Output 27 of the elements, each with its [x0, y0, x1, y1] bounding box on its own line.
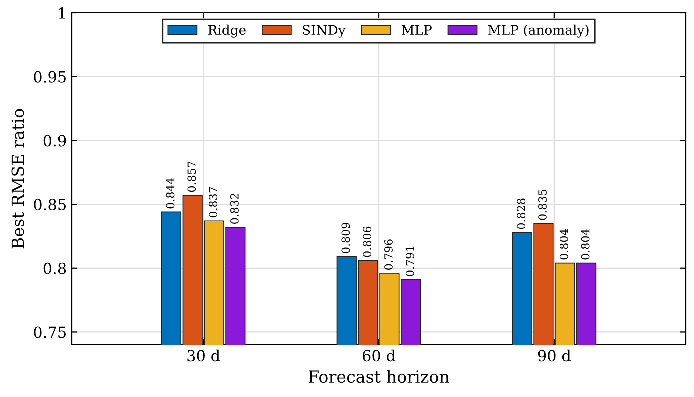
y-axis-title: Best RMSE ratio	[12, 109, 24, 249]
y-tick-label: 1	[59, 7, 65, 19]
data-label: 0.796	[384, 240, 393, 270]
x-tick-label: 30 d	[188, 350, 220, 362]
legend-label: Ridge	[208, 24, 246, 38]
data-label: 0.844	[166, 178, 175, 209]
y-tick-label: 0.9	[44, 135, 66, 147]
data-label: 0.791	[406, 246, 414, 276]
data-label: 0.809	[342, 223, 350, 254]
x-tick-label: 60 d	[362, 350, 396, 362]
legend-label: MLP	[402, 25, 432, 35]
data-label: 0.832	[230, 194, 239, 224]
data-label: 0.837	[209, 187, 218, 218]
legend-label: MLP (anomaly)	[488, 24, 589, 38]
y-tick-label: 0.75	[34, 326, 66, 338]
data-label: 0.828	[517, 198, 526, 230]
x-tick-label: 90 d	[538, 350, 572, 362]
data-label: 0.804	[560, 229, 568, 260]
data-label: 0.804	[581, 229, 590, 260]
y-tick-label: 0.95	[34, 71, 66, 83]
y-tick-label: 0.85	[34, 199, 66, 211]
x-axis-title: Forecast horizon	[308, 370, 450, 384]
y-tick-label: 0.8	[44, 262, 66, 274]
legend-label: SINDy	[303, 25, 346, 38]
data-label: 0.806	[363, 226, 372, 258]
data-label: 0.835	[538, 190, 547, 220]
data-label: 0.857	[188, 162, 196, 192]
